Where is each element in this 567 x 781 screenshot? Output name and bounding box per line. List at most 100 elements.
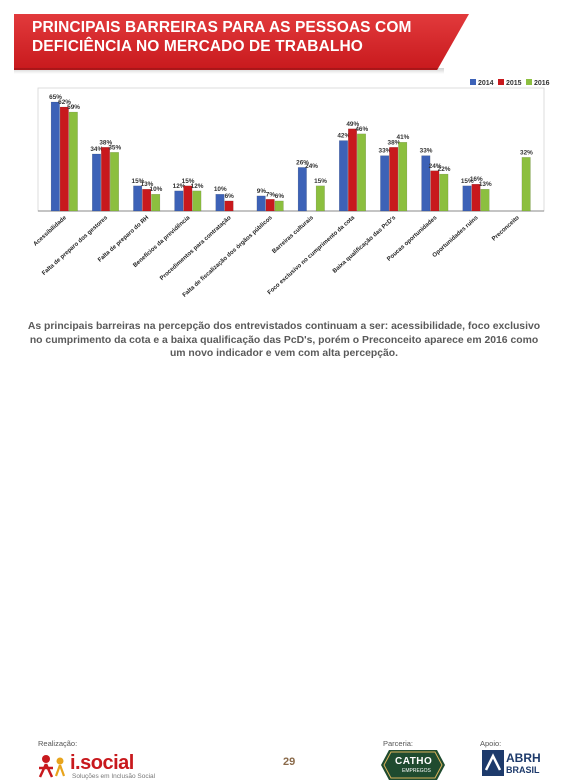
bar-2014-1 <box>92 153 101 212</box>
bar-2015-1 <box>101 147 110 212</box>
category-label-11: Preconceito <box>491 215 521 243</box>
page-number: 29 <box>283 756 296 768</box>
bar-2016-2 <box>151 194 161 212</box>
bar-2016-6 <box>315 185 325 212</box>
data-label-2014-2: 15% <box>132 178 145 185</box>
data-label-2016-9: 22% <box>438 166 451 173</box>
data-label-2016-11: 32% <box>520 149 533 156</box>
legend-swatch-2014 <box>470 79 476 85</box>
isocial-logo-text: i.social <box>70 752 134 774</box>
data-label-2015-1: 38% <box>99 139 112 146</box>
bar-2016-0 <box>68 111 78 212</box>
bar-2014-3 <box>174 190 184 212</box>
data-label-2014-8: 33% <box>379 148 392 155</box>
data-label-2014-7: 42% <box>337 133 350 140</box>
data-label-2016-3: 12% <box>191 183 204 190</box>
abrh-logo-text: ABRH <box>506 751 541 765</box>
category-label-4: Procedimentos para contratação <box>159 215 233 282</box>
legend-label-2014: 2014 <box>478 80 494 87</box>
bar-2015-2 <box>142 188 152 212</box>
data-label-2015-6: 24% <box>305 163 318 170</box>
bar-2015-7 <box>348 128 357 212</box>
abrh-logo-icon <box>482 750 504 776</box>
category-label-6: Barreiras culturais <box>271 215 315 255</box>
title-banner <box>14 14 469 70</box>
data-label-2015-4: 6% <box>225 193 235 200</box>
legend-swatch-2016 <box>526 79 532 85</box>
bar-2015-0 <box>59 106 69 212</box>
bar-2014-6 <box>297 167 307 212</box>
bar-2014-7 <box>339 140 348 212</box>
bar-2014-0 <box>50 101 60 212</box>
bar-2015-8 <box>389 147 399 212</box>
data-label-2016-8: 41% <box>397 134 410 141</box>
data-label-2016-0: 59% <box>67 104 80 111</box>
bar-2016-7 <box>357 133 366 212</box>
category-label-1: Falta de preparo dos gestores <box>41 215 109 277</box>
data-label-2016-5: 6% <box>275 193 285 200</box>
parceria-label: Parceria: <box>383 739 414 748</box>
data-label-2015-3: 15% <box>182 178 195 185</box>
bar-2014-10 <box>462 185 472 212</box>
bar-chart: 2014 2015 2016 65% 62% 59% Acessibilidade 34% 38… <box>0 78 567 318</box>
data-label-2016-7: 46% <box>355 126 368 133</box>
category-label-5: Falta de fiscalização dos órgãos público… <box>182 215 274 299</box>
legend: 2014 2015 2016 <box>470 79 550 87</box>
title-banner-shadow <box>14 68 444 74</box>
data-label-2014-10: 15% <box>461 178 474 185</box>
bar-2016-5 <box>274 200 284 212</box>
bar-2016-1 <box>110 152 119 212</box>
bar-2014-8 <box>380 155 390 212</box>
data-label-2014-4: 10% <box>214 186 227 193</box>
data-label-2015-2: 13% <box>141 181 154 188</box>
legend-label-2015: 2015 <box>506 80 522 87</box>
isocial-tagline: Soluções em Inclusão Social <box>72 773 156 780</box>
bar-2016-3 <box>192 190 202 212</box>
bar-2016-9 <box>439 173 449 212</box>
data-label-2015-0: 62% <box>58 99 71 106</box>
data-label-2015-9: 24% <box>429 163 442 170</box>
chart-title: PRINCIPAIS BARREIRAS PARA AS PESSOAS COM… <box>32 19 452 56</box>
footer: Realização: i.social Soluções em Inclusã… <box>0 368 567 780</box>
category-label-10: Oportunidades ruins <box>432 215 480 259</box>
bar-2016-11 <box>521 157 531 212</box>
catho-logo-text: CATHO <box>395 756 433 767</box>
catho-logo-subtext: EMPREGOS <box>402 768 431 774</box>
data-label-2016-2: 10% <box>150 186 163 193</box>
data-label-2014-5: 9% <box>257 188 267 195</box>
bar-2014-9 <box>421 155 431 212</box>
realizacao-label: Realização: <box>38 739 78 748</box>
data-label-2015-7: 49% <box>346 121 359 128</box>
data-label-2016-10: 13% <box>479 181 492 188</box>
category-label-7: Foco exclusivo no cumprimento da cota <box>267 215 357 297</box>
data-label-2014-9: 33% <box>420 148 433 155</box>
apoio-label: Apoio: <box>480 739 502 748</box>
bar-2015-5 <box>265 199 275 212</box>
chart-svg: 2014 2015 201665%62%59%Acessibilidade34%38… <box>33 79 550 299</box>
legend-swatch-2015 <box>498 79 504 85</box>
data-label-2014-3: 12% <box>173 183 186 190</box>
data-label-2014-6: 26% <box>296 159 309 166</box>
data-label-2014-1: 34% <box>90 146 103 153</box>
bar-2015-3 <box>183 185 193 212</box>
data-label-2014-0: 65% <box>49 94 62 101</box>
bar-2016-10 <box>480 188 490 212</box>
legend-label-2016: 2016 <box>534 80 550 87</box>
chart-caption: As principais barreiras na percepção dos… <box>27 321 541 359</box>
slide: PRINCIPAIS BARREIRAS PARA AS PESSOAS COM… <box>0 14 567 780</box>
bar-2014-2 <box>133 185 143 212</box>
bar-2014-5 <box>256 195 266 212</box>
abrh-logo-subtext: BRASIL <box>506 765 540 775</box>
data-label-2016-1: 35% <box>108 144 121 151</box>
bar-2014-4 <box>215 194 225 212</box>
bar-2015-4 <box>224 200 234 212</box>
data-label-2016-6: 15% <box>314 178 327 185</box>
bar-2015-9 <box>430 170 440 212</box>
title-line-2: DEFICIÊNCIA NO MERCADO DE TRABALHO <box>32 37 363 55</box>
category-label-0: Acessibilidade <box>33 215 69 248</box>
data-label-2015-10: 16% <box>470 176 483 183</box>
bar-2016-8 <box>398 142 408 212</box>
data-label-2015-8: 38% <box>388 139 401 146</box>
data-label-2015-5: 7% <box>266 191 276 198</box>
title-line-1: PRINCIPAIS BARREIRAS PARA AS PESSOAS COM <box>32 19 412 36</box>
